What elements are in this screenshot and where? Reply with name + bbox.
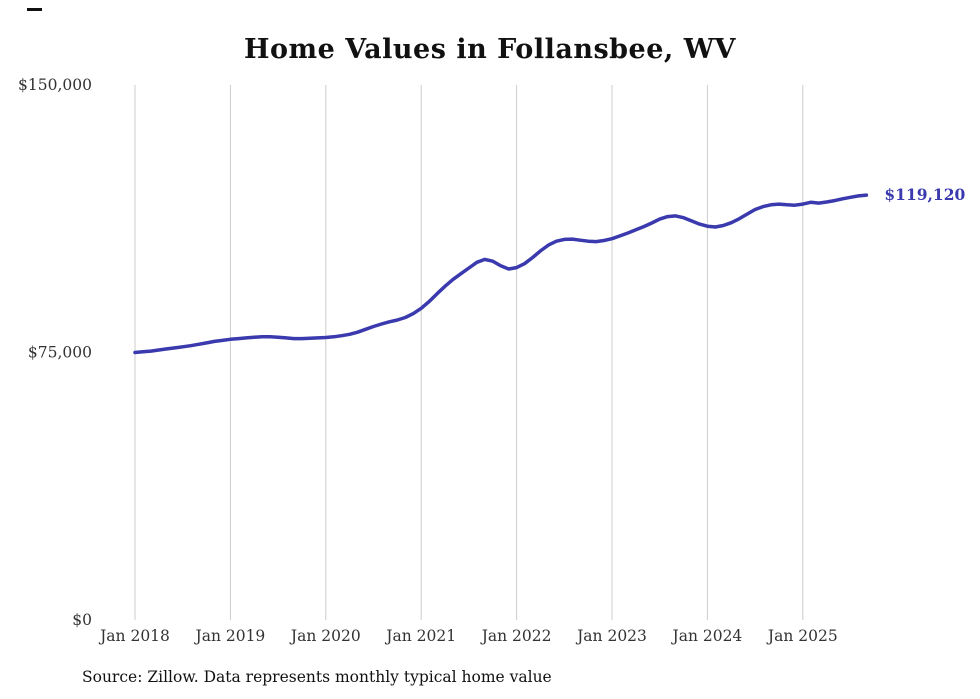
y-tick-label: $150,000 (18, 76, 92, 94)
chart-title: Home Values in Follansbee, WV (244, 34, 736, 65)
x-tick-label: Jan 2022 (480, 627, 552, 645)
end-value-annotation: $119,120 (884, 185, 965, 204)
x-tick-label: Jan 2019 (193, 627, 265, 645)
y-tick-label: $0 (72, 611, 92, 629)
source-note: Source: Zillow. Data represents monthly … (82, 668, 552, 686)
x-tick-label: Jan 2025 (766, 627, 838, 645)
x-tick-label: Jan 2018 (98, 627, 170, 645)
x-tick-label: Jan 2020 (289, 627, 361, 645)
series-line-home-value (133, 193, 869, 355)
x-tick-label: Jan 2021 (384, 627, 456, 645)
x-tick-label: Jan 2024 (670, 627, 742, 645)
x-tick-label: Jan 2023 (575, 627, 647, 645)
y-tick-label: $75,000 (28, 344, 92, 362)
corner-mark (27, 8, 42, 11)
